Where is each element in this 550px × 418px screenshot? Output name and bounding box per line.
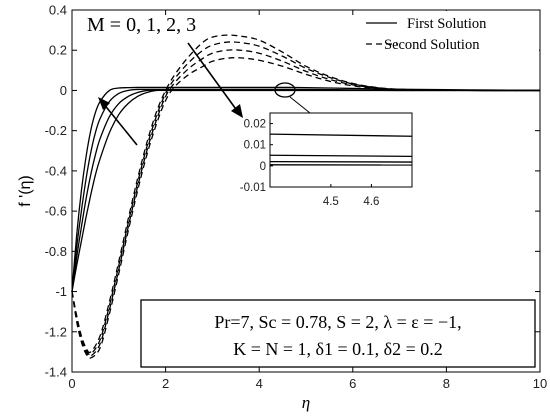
legend-label-first: First Solution bbox=[407, 16, 487, 32]
inset-plot: 4.5 4.6 0.02 0.01 0 -0.01 bbox=[240, 112, 413, 208]
second-solution-line-1 bbox=[71, 41, 541, 356]
inset-x-tick-label: 4.6 bbox=[363, 196, 379, 208]
y-tick-label: -1.4 bbox=[45, 365, 67, 380]
parameter-annotation: M = 0, 1, 2, 3 bbox=[87, 14, 196, 36]
arrowhead-dashed-trend bbox=[231, 104, 243, 118]
y-tick-label: 0 bbox=[60, 83, 67, 98]
y-axis-label: f '(η) bbox=[17, 175, 34, 207]
legend: First Solution Second Solution bbox=[360, 11, 539, 55]
second-solution-line-0 bbox=[71, 34, 541, 354]
inset-curves bbox=[269, 133, 413, 166]
condition-box: Pr=7, Sc = 0.78, S = 2, λ = ε = −1, K = … bbox=[140, 299, 536, 368]
x-tick-label: 4 bbox=[256, 376, 263, 391]
annotation-arrows bbox=[98, 42, 243, 146]
legend-label-second: Second Solution bbox=[384, 37, 480, 53]
arrow-dashed-trend bbox=[187, 42, 239, 113]
first-solution-line-0 bbox=[71, 86, 541, 292]
x-tick-label: 6 bbox=[349, 376, 356, 391]
second-solution-line-3 bbox=[71, 57, 541, 359]
first-solution-line-3 bbox=[71, 89, 540, 292]
inset-y-tick-label: 0 bbox=[260, 161, 266, 173]
x-tick-label: 10 bbox=[533, 376, 547, 391]
x-axis-label: η bbox=[302, 393, 310, 412]
inset-line-0 bbox=[269, 133, 413, 137]
x-tick-label: 2 bbox=[162, 376, 169, 391]
inset-y-tick-label: 0.02 bbox=[244, 119, 266, 131]
y-tick-label: 0.2 bbox=[49, 43, 67, 58]
y-tick-label: -0.6 bbox=[45, 204, 67, 219]
zoom-region-marker bbox=[274, 82, 296, 98]
arrowhead-solid-trend bbox=[98, 97, 110, 110]
axis-ticks: 0 2 4 6 8 10 0.4 0.2 0 -0.2 -0.4 -0.6 -0.8 -1 -1.2 -1.4 bbox=[45, 3, 548, 392]
y-tick-label: -0.4 bbox=[45, 163, 67, 178]
y-tick-label: -1 bbox=[55, 284, 67, 299]
condition-box-frame bbox=[140, 299, 536, 368]
y-tick-label: -0.2 bbox=[45, 123, 67, 138]
arrow-solid-trend bbox=[102, 102, 138, 146]
inset-x-tick-label: 4.5 bbox=[323, 196, 339, 208]
inset-connector-line bbox=[289, 96, 311, 114]
x-tick-label: 8 bbox=[443, 376, 450, 391]
x-tick-label: 0 bbox=[68, 376, 75, 391]
condition-line-1: Pr=7, Sc = 0.78, S = 2, λ = ε = −1, bbox=[214, 312, 461, 332]
inset-line-1 bbox=[269, 154, 413, 157]
y-tick-label: -0.8 bbox=[45, 244, 67, 259]
inset-y-tick-label: 0.01 bbox=[244, 140, 266, 152]
condition-line-2: K = N = 1, δ1 = 0.1, δ2 = 0.2 bbox=[233, 339, 443, 359]
inset-frame bbox=[269, 112, 413, 188]
y-tick-label: -1.2 bbox=[45, 324, 67, 339]
curves bbox=[71, 34, 541, 359]
inset-y-tick-label: -0.01 bbox=[240, 182, 266, 194]
y-tick-label: 0.4 bbox=[49, 3, 67, 18]
inset-ticks: 4.5 4.6 0.02 0.01 0 -0.01 bbox=[240, 119, 380, 208]
legend-box bbox=[360, 11, 539, 55]
